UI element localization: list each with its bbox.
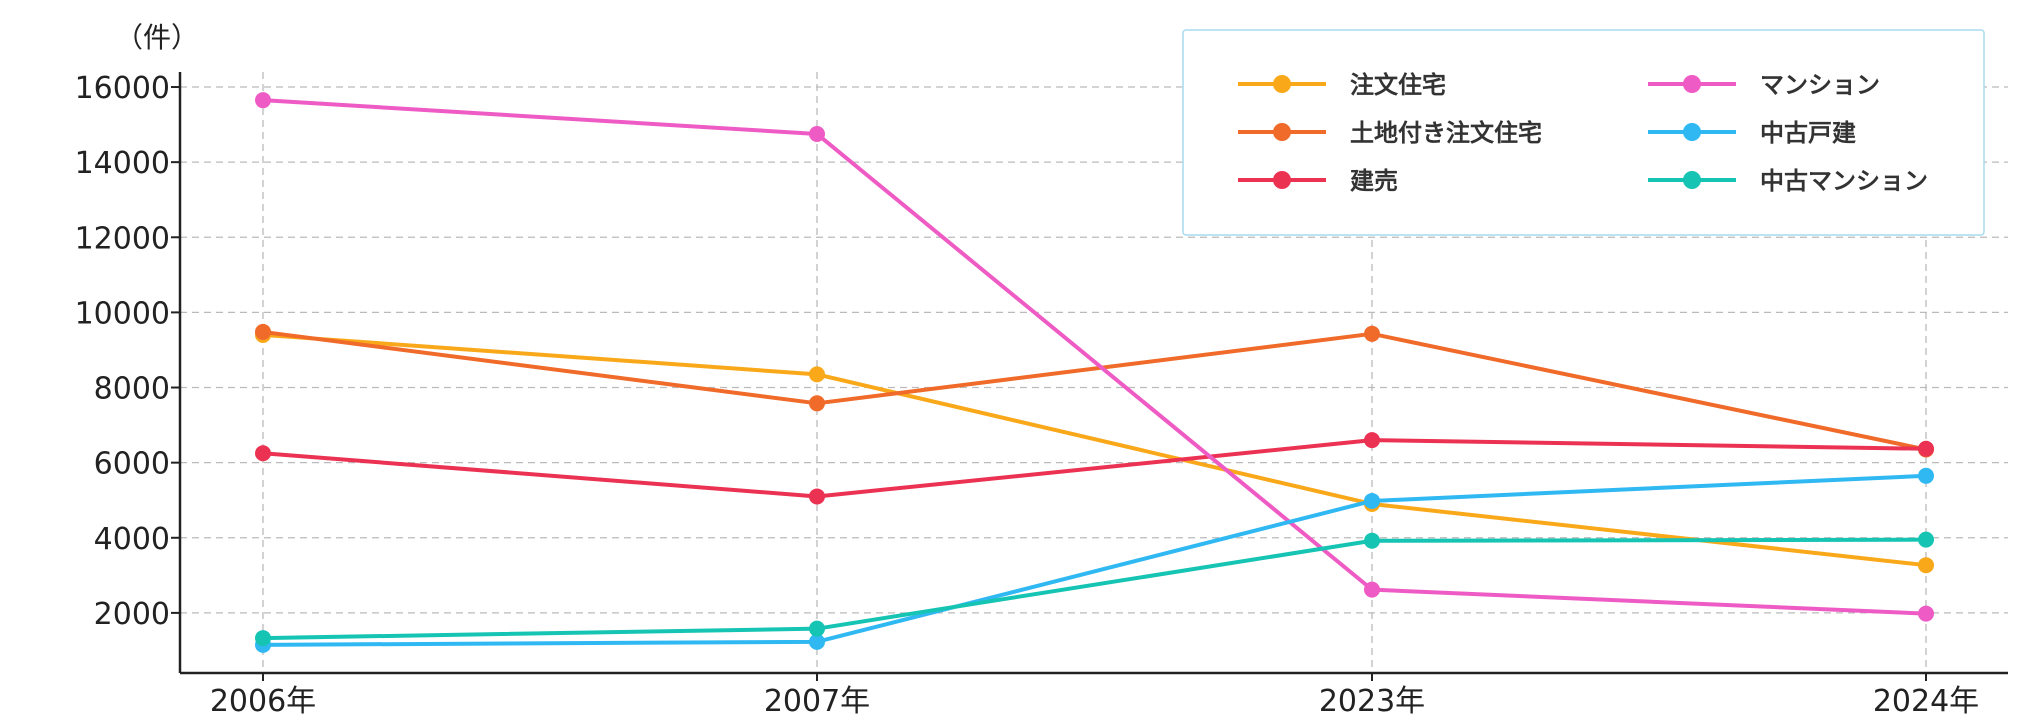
y-tick-label: 6000 [94,447,170,482]
y-tick-label: 14000 [75,146,170,181]
legend-swatch-marker [1683,123,1701,141]
data-point [255,445,271,462]
series-line [262,438,1927,499]
legend-entry: 土地付き注文住宅 [1238,119,1542,147]
legend-entry: 注文住宅 [1238,71,1446,99]
legend-entry: マンション [1648,71,1880,99]
series-line [262,473,1927,647]
series-2 [255,432,1934,505]
data-point [255,323,271,340]
y-tick-label: 4000 [94,522,170,557]
y-tick-label: 2000 [94,597,170,632]
y-tick-label: 10000 [75,296,170,331]
data-point [1364,581,1380,598]
grid-lines [180,72,2008,673]
legend-label: 中古マンション [1760,167,1928,195]
data-point [1918,440,1934,457]
legend-swatch-marker [1273,75,1291,93]
y-tick-label: 16000 [75,71,170,106]
legend-label: 中古戸建 [1760,119,1856,147]
series-5 [255,531,1934,647]
data-point [809,633,825,650]
y-tick-label: 8000 [94,372,170,407]
data-point [255,630,271,647]
legend-swatch-marker [1273,123,1291,141]
data-point [809,366,825,383]
data-point [1918,557,1934,574]
legend-label: マンション [1760,71,1880,99]
series-3 [255,92,1934,622]
data-point [809,620,825,637]
data-point [1364,532,1380,549]
y-tick-labels: 2000 4000 6000 8000 10000 12000 14000 16000 [75,71,180,632]
series-line [262,537,1927,641]
x-tick-label: 2007年 [764,684,870,715]
x-tick-label: 2006年 [210,684,316,715]
series-4 [255,467,1934,653]
legend-entry: 中古マンション [1648,167,1928,195]
series-line [262,332,1927,568]
axes [178,72,2008,675]
y-unit-label: （件） [115,21,199,54]
legend-entry: 建売 [1238,167,1398,195]
data-point [1364,492,1380,509]
data-point [1918,531,1934,548]
data-point [809,395,825,412]
data-point [1364,325,1380,342]
legend-label: 建売 [1350,167,1398,195]
data-point [1918,467,1934,484]
legend-swatch-marker [1683,171,1701,189]
legend-swatch-marker [1273,171,1291,189]
legend-swatch-marker [1683,75,1701,93]
y-tick-label: 12000 [75,221,170,256]
series-line [262,329,1927,452]
data-point [809,488,825,505]
data-point [809,125,825,142]
series-group [255,92,1934,653]
x-tick-labels: 2006年 2007年 2023年 2024年 [210,673,1979,715]
x-tick-label: 2024年 [1873,684,1979,715]
legend-box [1182,29,1985,236]
data-point [1364,432,1380,449]
legend-label: 注文住宅 [1350,71,1446,99]
data-point [255,92,271,109]
series-line [262,98,1927,616]
x-tick-label: 2023年 [1319,684,1425,715]
legend-entry: 中古戸建 [1648,119,1856,147]
legend-label: 土地付き注文住宅 [1350,119,1542,147]
data-point [1918,605,1934,622]
